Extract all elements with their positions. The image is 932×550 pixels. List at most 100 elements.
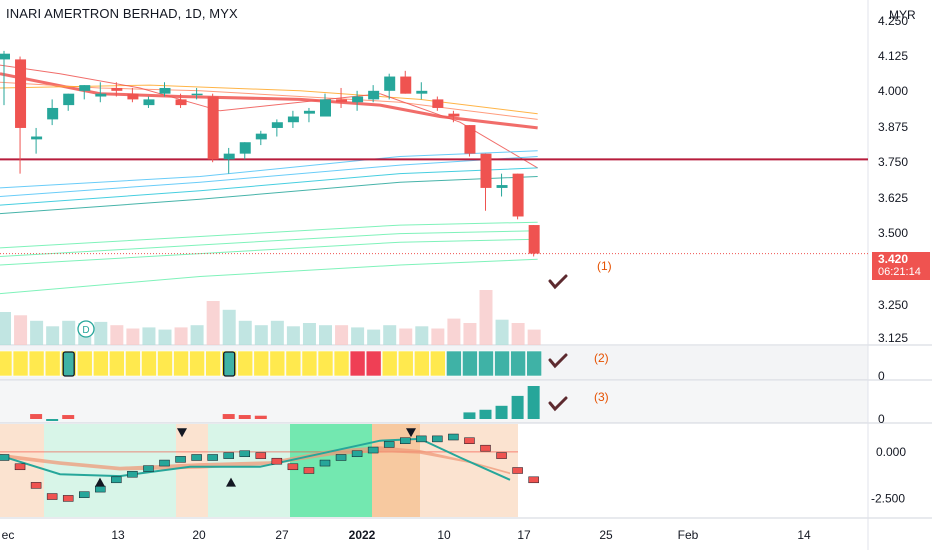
regime-band-5 [372,424,420,517]
pane3-background [0,381,868,423]
volume-bar-33 [527,329,541,345]
signal-cell-28 [446,350,462,377]
signal-boxed-cell-14 [223,351,236,377]
oscillator-mark-24 [383,441,395,448]
signal-cell-5 [76,350,93,377]
volume-bar-22 [351,327,365,345]
signal-cell-7 [109,350,125,377]
histogram-bar-29 [463,412,476,419]
bar-countdown: 06:21:14 [878,266,921,278]
histogram-bar-31 [495,405,508,419]
moving-average-11 [0,258,538,295]
volume-bar-20 [319,325,332,345]
candle-body-22 [352,96,364,103]
price-tick-6: 3.500 [878,226,908,240]
volume-bar-0 [0,312,11,345]
signal-cell-31 [494,350,510,377]
candle-body-16 [255,133,267,140]
candle-body-28 [448,113,460,117]
oscillator-mark-10 [159,459,170,467]
volume-bar-29 [463,323,477,345]
signal-cell-16 [253,350,270,377]
candle-body-12 [191,93,203,96]
histogram-bar-14 [222,414,235,419]
histogram-bar-16 [254,415,267,419]
oscillator-mark-0 [0,454,10,461]
candle-body-10 [159,87,171,94]
volume-bar-2 [30,320,44,345]
oscillator-mark-2 [30,482,42,489]
oscillator-mark-33 [528,476,539,484]
oscillator-mark-18 [287,463,299,471]
candle-body-20 [320,99,331,117]
candle-body-33 [528,225,540,254]
oscillator-mark-29 [464,437,475,444]
time-tick-3: 27 [275,528,289,542]
time-tick-4: 2022 [349,528,376,542]
dividend-icon [77,320,95,338]
signal-arrow-1 [177,428,187,438]
volume-bar-18 [286,326,300,345]
time-tick-0: ec [2,528,15,542]
price-tick-4: 3.750 [878,155,908,169]
oscillator-mark-13 [207,454,218,461]
pane3-zero-tick: 0 [878,412,885,426]
volume-bar-30 [479,290,493,345]
price-tick-5: 3.625 [878,191,908,205]
histogram-bar-3 [46,419,59,421]
signal-cell-22 [349,350,366,377]
signal-cell-15 [237,350,254,377]
signal-cell-23 [365,350,382,377]
dividend-label: D [82,325,89,336]
oscillator-mark-11 [175,456,186,463]
oscillator-mark-30 [480,444,491,452]
oscillator-mark-12 [191,454,202,461]
volume-bar-14 [222,309,236,345]
check-icon-0 [548,274,568,290]
candle-body-21 [336,99,348,103]
volume-bar-17 [270,320,284,345]
oscillator-mark-7 [111,476,122,484]
pane2-zero-tick: 0 [878,369,885,383]
moving-average-10 [0,238,538,266]
candle-body-3 [47,107,59,120]
volume-bar-12 [190,325,204,345]
candle-body-13 [207,96,219,160]
pane4-tick-0: 0.000 [876,445,906,459]
signal-cell-24 [381,350,398,377]
volume-bar-19 [302,323,316,345]
volume-bar-7 [110,325,124,345]
histogram-bar-33 [527,386,540,419]
candle-body-27 [432,99,444,108]
time-tick-6: 17 [517,528,531,542]
histogram-bar-4 [62,415,75,419]
check-icon-1 [548,353,568,369]
volume-bar-28 [447,318,461,345]
regime-band-4 [290,424,372,517]
candle-body-7 [111,87,123,91]
price-tick-3: 3.875 [878,120,908,134]
oscillator-mark-27 [432,435,443,443]
currency-label: MYR [889,8,916,22]
moving-average-6 [0,167,538,206]
oscillator-mark-1 [14,463,26,471]
oscillator-mark-25 [400,437,411,444]
volume-bar-32 [511,323,525,345]
candle-body-11 [175,99,187,106]
chart-title: INARI AMERTRON BERHAD, 1D, MYX [6,6,238,21]
oscillator-mark-6 [95,485,106,493]
volume-bar-23 [367,329,381,345]
volume-bar-8 [126,328,140,345]
volume-bar-4 [62,320,76,345]
price-tick-7: 3.250 [878,298,908,312]
candle-body-5 [79,85,91,91]
last-price-value: 3.420 [878,252,909,266]
candle-body-1 [15,59,27,128]
signal-cell-10 [157,350,173,377]
signal-cell-25 [397,350,414,377]
check-icon-2 [548,396,568,412]
moving-average-5 [0,156,538,197]
volume-bar-26 [415,326,429,345]
time-tick-1: 13 [111,528,125,542]
